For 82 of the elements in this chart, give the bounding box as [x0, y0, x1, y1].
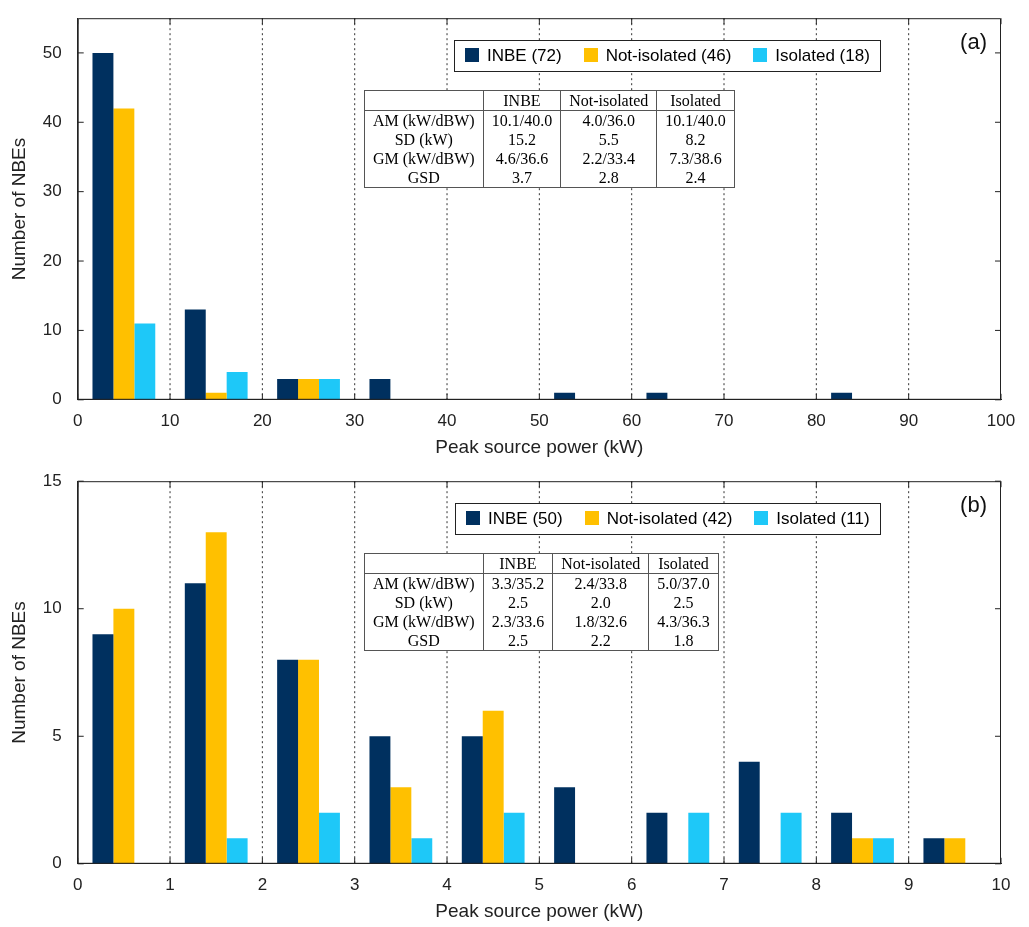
- annotation: 2.5: [648, 593, 719, 613]
- annotation: 2.3/33.6: [483, 612, 553, 632]
- y-tick-label: 0: [52, 389, 62, 409]
- annotation: Not-isolated: [552, 553, 649, 574]
- annotation: 2.5: [483, 631, 553, 651]
- annotation: Not-isolated: [560, 90, 657, 111]
- annotation: 1.8: [648, 631, 719, 651]
- x-tick-label: 0: [72, 874, 83, 894]
- legend-label: Isolated (11): [775, 509, 870, 530]
- legend-label: INBE (72): [486, 46, 562, 67]
- annotation: 3.7: [483, 168, 561, 188]
- x-tick-label: 5: [534, 874, 545, 894]
- x-tick-label: 50: [529, 410, 549, 430]
- annotation: 2.4/33.8: [552, 573, 649, 594]
- x-tick-label: 8: [811, 874, 822, 894]
- legend-label: INBE (50): [487, 509, 563, 530]
- x-tick-label: 10: [991, 874, 1011, 894]
- y-tick-label: 10: [42, 320, 62, 340]
- x-tick-label: 6: [626, 874, 637, 894]
- annotation: INBE: [483, 553, 553, 574]
- annotation: 4.0/36.0: [560, 110, 657, 131]
- y-tick-label: 10: [42, 598, 62, 618]
- annotation: 10.1/40.0: [483, 110, 561, 131]
- y-tick-label: 20: [42, 250, 62, 270]
- annotation: 5.0/37.0: [648, 573, 719, 594]
- annotation: GSD: [406, 631, 441, 651]
- annotation: 10.1/40.0: [656, 110, 735, 131]
- x-axis-title: Peak source power (kW): [435, 435, 644, 457]
- y-axis-title: Number of NBEs: [7, 137, 29, 281]
- y-tick-label: 40: [42, 111, 62, 131]
- x-tick-label: 30: [345, 410, 365, 430]
- annotation: AM (kW/dBW): [371, 574, 476, 594]
- x-tick-label: 10: [160, 410, 180, 430]
- y-tick-label: 0: [52, 853, 62, 873]
- text: (b): [960, 492, 987, 518]
- annotation: INBE: [483, 90, 561, 111]
- x-tick-label: 9: [903, 874, 914, 894]
- y-tick-label: 15: [42, 470, 62, 490]
- annotation: 4.6/36.6: [483, 149, 561, 169]
- x-axis-title: Peak source power (kW): [435, 899, 644, 921]
- x-tick-label: 4: [442, 874, 452, 894]
- x-tick-label: 1: [165, 874, 175, 894]
- legend-label: Isolated (18): [774, 46, 870, 67]
- legend-label: Not-isolated (42): [605, 509, 733, 530]
- x-tick-label: 7: [719, 874, 729, 894]
- annotation: 5.5: [560, 130, 657, 150]
- annotation: 3.3/35.2: [483, 573, 553, 594]
- annotation: 8.2: [656, 130, 735, 150]
- annotation: 2.2/33.4: [560, 149, 657, 169]
- y-tick-label: 5: [52, 725, 62, 745]
- annotation: GM (kW/dBW): [371, 612, 476, 632]
- annotation: AM (kW/dBW): [371, 111, 476, 131]
- y-tick-label: 50: [42, 42, 62, 62]
- annotation: 7.3/38.6: [656, 149, 735, 169]
- annotation: Isolated: [648, 553, 719, 574]
- x-tick-label: 80: [806, 410, 826, 430]
- annotation: GM (kW/dBW): [371, 149, 476, 169]
- x-tick-label: 0: [72, 410, 83, 430]
- annotation: 2.4: [656, 168, 735, 188]
- x-tick-label: 100: [986, 410, 1016, 430]
- annotation: 2.8: [560, 168, 657, 188]
- x-tick-label: 3: [349, 874, 360, 894]
- annotation: 15.2: [483, 130, 561, 150]
- y-axis-title: Number of NBEs: [7, 601, 29, 744]
- annotation: Isolated: [656, 90, 735, 111]
- annotation: 2.5: [483, 593, 553, 613]
- x-tick-label: 2: [257, 874, 268, 894]
- legend-label: Not-isolated (46): [604, 46, 732, 67]
- annotation: 2.0: [552, 593, 649, 613]
- x-tick-label: 70: [714, 410, 734, 430]
- annotation: SD (kW): [393, 593, 454, 613]
- annotation: SD (kW): [393, 130, 454, 150]
- x-tick-label: 40: [437, 410, 457, 430]
- annotation: 2.2: [552, 631, 649, 651]
- x-tick-label: 60: [622, 410, 642, 430]
- text: (a): [960, 29, 987, 55]
- annotation: 1.8/32.6: [552, 612, 649, 632]
- x-tick-label: 20: [252, 410, 272, 430]
- annotation: 4.3/36.3: [648, 612, 719, 632]
- annotation: GSD: [406, 168, 441, 188]
- y-tick-label: 30: [42, 181, 62, 201]
- x-tick-label: 90: [899, 410, 919, 430]
